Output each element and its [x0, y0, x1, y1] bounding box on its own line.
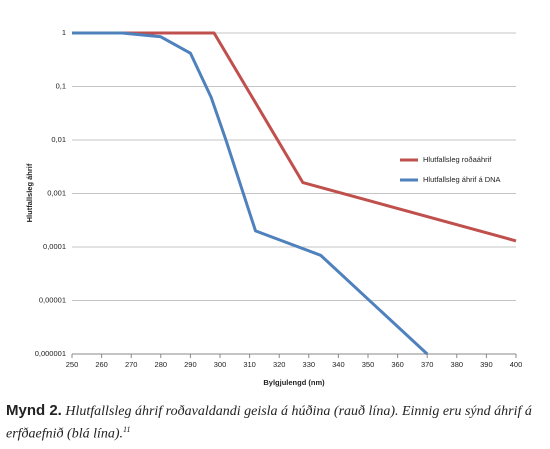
- x-tick-label: 360: [391, 360, 404, 369]
- line: [72, 31, 429, 356]
- x-tick-label: 310: [243, 360, 256, 369]
- y-tick-label: 0,000001: [35, 349, 66, 358]
- chart: Hlutfallsleg áhrif Bylgjulengd (nm) 1 0,1…: [25, 28, 523, 387]
- x-tick-label: 380: [451, 360, 464, 369]
- x-tick-label: 340: [332, 360, 345, 369]
- x-tick-label: 400: [510, 360, 523, 369]
- y-tick-label: 0,001: [47, 188, 66, 197]
- x-tick-label: 350: [362, 360, 375, 369]
- x-tick-label: 290: [184, 360, 197, 369]
- x-tick-label: 390: [480, 360, 493, 369]
- caption-text: Hlutfallsleg áhrif roðavaldandi geisla á…: [6, 404, 532, 442]
- y-tick-label: 0,00001: [39, 295, 66, 304]
- x-tick-label: 250: [66, 360, 79, 369]
- y-tick-label: 0,1: [56, 81, 66, 90]
- x-tick-label: 260: [95, 360, 108, 369]
- y-tick-label: 0,0001: [43, 242, 66, 251]
- x-axis-label: Bylgjulengd (nm): [263, 378, 325, 387]
- x-tick-label: 370: [421, 360, 434, 369]
- caption-label: Mynd 2.: [6, 402, 62, 419]
- x-tick-label: 320: [273, 360, 286, 369]
- y-axis-label: Hlutfallsleg áhrif: [25, 163, 34, 222]
- y-tick-label: 0,01: [51, 135, 66, 144]
- x-tick-label: 270: [125, 360, 138, 369]
- legend-label: Hlutfallsleg roðaáhrif: [423, 155, 492, 164]
- caption: Mynd 2. Hlutfallsleg áhrif roðavaldandi …: [6, 402, 536, 444]
- legend-label: Hlutfallsleg áhrif á DNA: [423, 175, 501, 184]
- x-tick-label: 300: [214, 360, 227, 369]
- x-tick-label: 330: [303, 360, 316, 369]
- x-tick-label: 280: [155, 360, 168, 369]
- line: [72, 31, 517, 243]
- footnote: 11: [123, 425, 131, 434]
- y-tick-label: 1: [62, 28, 66, 37]
